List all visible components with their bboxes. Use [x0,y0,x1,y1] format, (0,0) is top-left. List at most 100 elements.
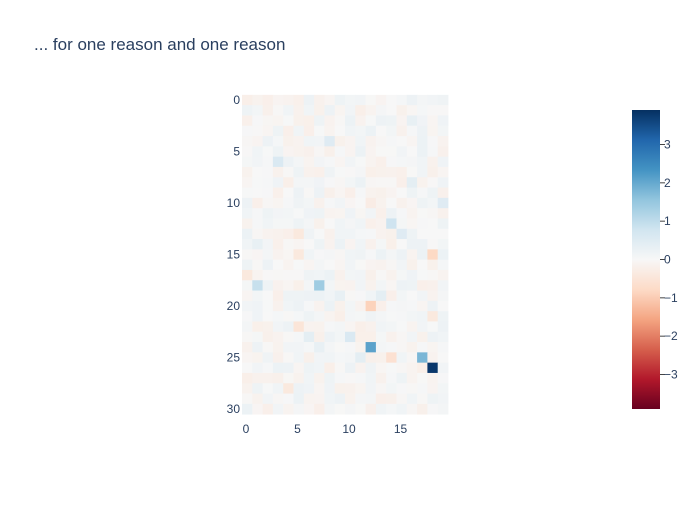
heatmap-cell[interactable] [242,177,253,188]
heatmap-cell[interactable] [427,208,439,219]
heatmap-cell[interactable] [334,156,346,168]
heatmap-cell[interactable] [252,362,263,374]
heatmap-cell[interactable] [437,269,449,281]
heatmap-cell[interactable] [242,403,253,415]
heatmap-cell[interactable] [417,187,428,199]
heatmap-cell[interactable] [283,280,294,291]
heatmap-cell[interactable] [293,208,305,219]
heatmap-cell[interactable] [396,249,408,261]
heatmap-cell[interactable] [314,187,325,199]
heatmap-cell[interactable] [272,383,284,394]
heatmap-cell[interactable] [437,218,449,230]
heatmap-cell[interactable] [355,156,366,168]
heatmap-cell[interactable] [314,290,325,302]
heatmap-cell[interactable] [365,383,377,394]
heatmap-cell[interactable] [427,362,439,374]
heatmap-cell[interactable] [242,321,253,333]
heatmap-cell[interactable] [314,249,325,261]
heatmap-cell[interactable] [396,393,408,405]
heatmap-cell[interactable] [406,187,418,199]
heatmap-cell[interactable] [314,342,325,353]
heatmap-cell[interactable] [293,115,305,127]
heatmap-cell[interactable] [262,156,274,168]
heatmap-cell[interactable] [375,125,387,137]
heatmap-cell[interactable] [365,218,377,230]
heatmap-cell[interactable] [242,166,253,178]
heatmap-cell[interactable] [283,362,294,374]
heatmap-cell[interactable] [242,239,253,250]
heatmap-cell[interactable] [417,321,428,333]
heatmap-cell[interactable] [396,331,408,343]
heatmap-cell[interactable] [293,187,305,199]
heatmap-cell[interactable] [406,362,418,374]
heatmap-cell[interactable] [345,146,356,158]
heatmap-cell[interactable] [365,187,377,199]
heatmap-cell[interactable] [355,321,366,333]
heatmap-cell[interactable] [396,321,408,333]
heatmap-cell[interactable] [242,372,253,384]
heatmap-cell[interactable] [365,269,377,281]
heatmap-cell[interactable] [272,239,284,250]
heatmap-cell[interactable] [314,352,325,364]
heatmap-cell[interactable] [252,197,263,209]
heatmap-cell[interactable] [303,372,315,384]
heatmap-cell[interactable] [365,321,377,333]
heatmap-cell[interactable] [386,383,397,394]
heatmap-cell[interactable] [375,218,387,230]
heatmap-cell[interactable] [427,197,439,209]
heatmap-cell[interactable] [303,269,315,281]
heatmap-cell[interactable] [272,403,284,415]
heatmap-cell[interactable] [242,115,253,127]
heatmap-cell[interactable] [375,290,387,302]
heatmap-cell[interactable] [406,383,418,394]
heatmap-cell[interactable] [252,290,263,302]
heatmap-cell[interactable] [375,136,387,147]
heatmap-cell[interactable] [355,197,366,209]
heatmap-cell[interactable] [406,239,418,250]
heatmap-cell[interactable] [283,156,294,168]
heatmap-cell[interactable] [252,115,263,127]
heatmap-cell[interactable] [417,218,428,230]
heatmap-cell[interactable] [324,115,336,127]
heatmap-cell[interactable] [406,218,418,230]
heatmap-cell[interactable] [375,105,387,116]
heatmap-cell[interactable] [314,383,325,394]
heatmap-cell[interactable] [417,259,428,271]
heatmap-cell[interactable] [293,321,305,333]
heatmap-cell[interactable] [396,342,408,353]
heatmap-cell[interactable] [386,403,397,415]
heatmap-cell[interactable] [252,280,263,291]
heatmap-cell[interactable] [375,342,387,353]
heatmap-cell[interactable] [303,125,315,137]
heatmap-cell[interactable] [396,259,408,271]
heatmap-cell[interactable] [324,197,336,209]
heatmap-cell[interactable] [283,125,294,137]
heatmap-cell[interactable] [355,239,366,250]
heatmap-cell[interactable] [406,177,418,188]
heatmap-cell[interactable] [272,125,284,137]
heatmap-cell[interactable] [314,269,325,281]
heatmap-cell[interactable] [386,105,397,116]
heatmap-cell[interactable] [334,372,346,384]
heatmap-cell[interactable] [242,136,253,147]
heatmap-cell[interactable] [272,342,284,353]
heatmap-cell[interactable] [293,94,305,106]
heatmap-cell[interactable] [375,300,387,312]
heatmap-cell[interactable] [396,352,408,364]
heatmap-cell[interactable] [334,125,346,137]
heatmap-cell[interactable] [437,362,449,374]
heatmap-cell[interactable] [334,321,346,333]
heatmap-cell[interactable] [252,187,263,199]
heatmap-cell[interactable] [386,269,397,281]
heatmap-cell[interactable] [365,290,377,302]
heatmap-cell[interactable] [242,218,253,230]
heatmap-cell[interactable] [242,352,253,364]
heatmap-cell[interactable] [417,239,428,250]
heatmap-cell[interactable] [375,115,387,127]
heatmap-cell[interactable] [365,146,377,158]
heatmap-cell[interactable] [345,228,356,240]
heatmap-cell[interactable] [427,393,439,405]
heatmap-cell[interactable] [252,403,263,415]
heatmap-cell[interactable] [437,352,449,364]
heatmap-cell[interactable] [293,125,305,137]
